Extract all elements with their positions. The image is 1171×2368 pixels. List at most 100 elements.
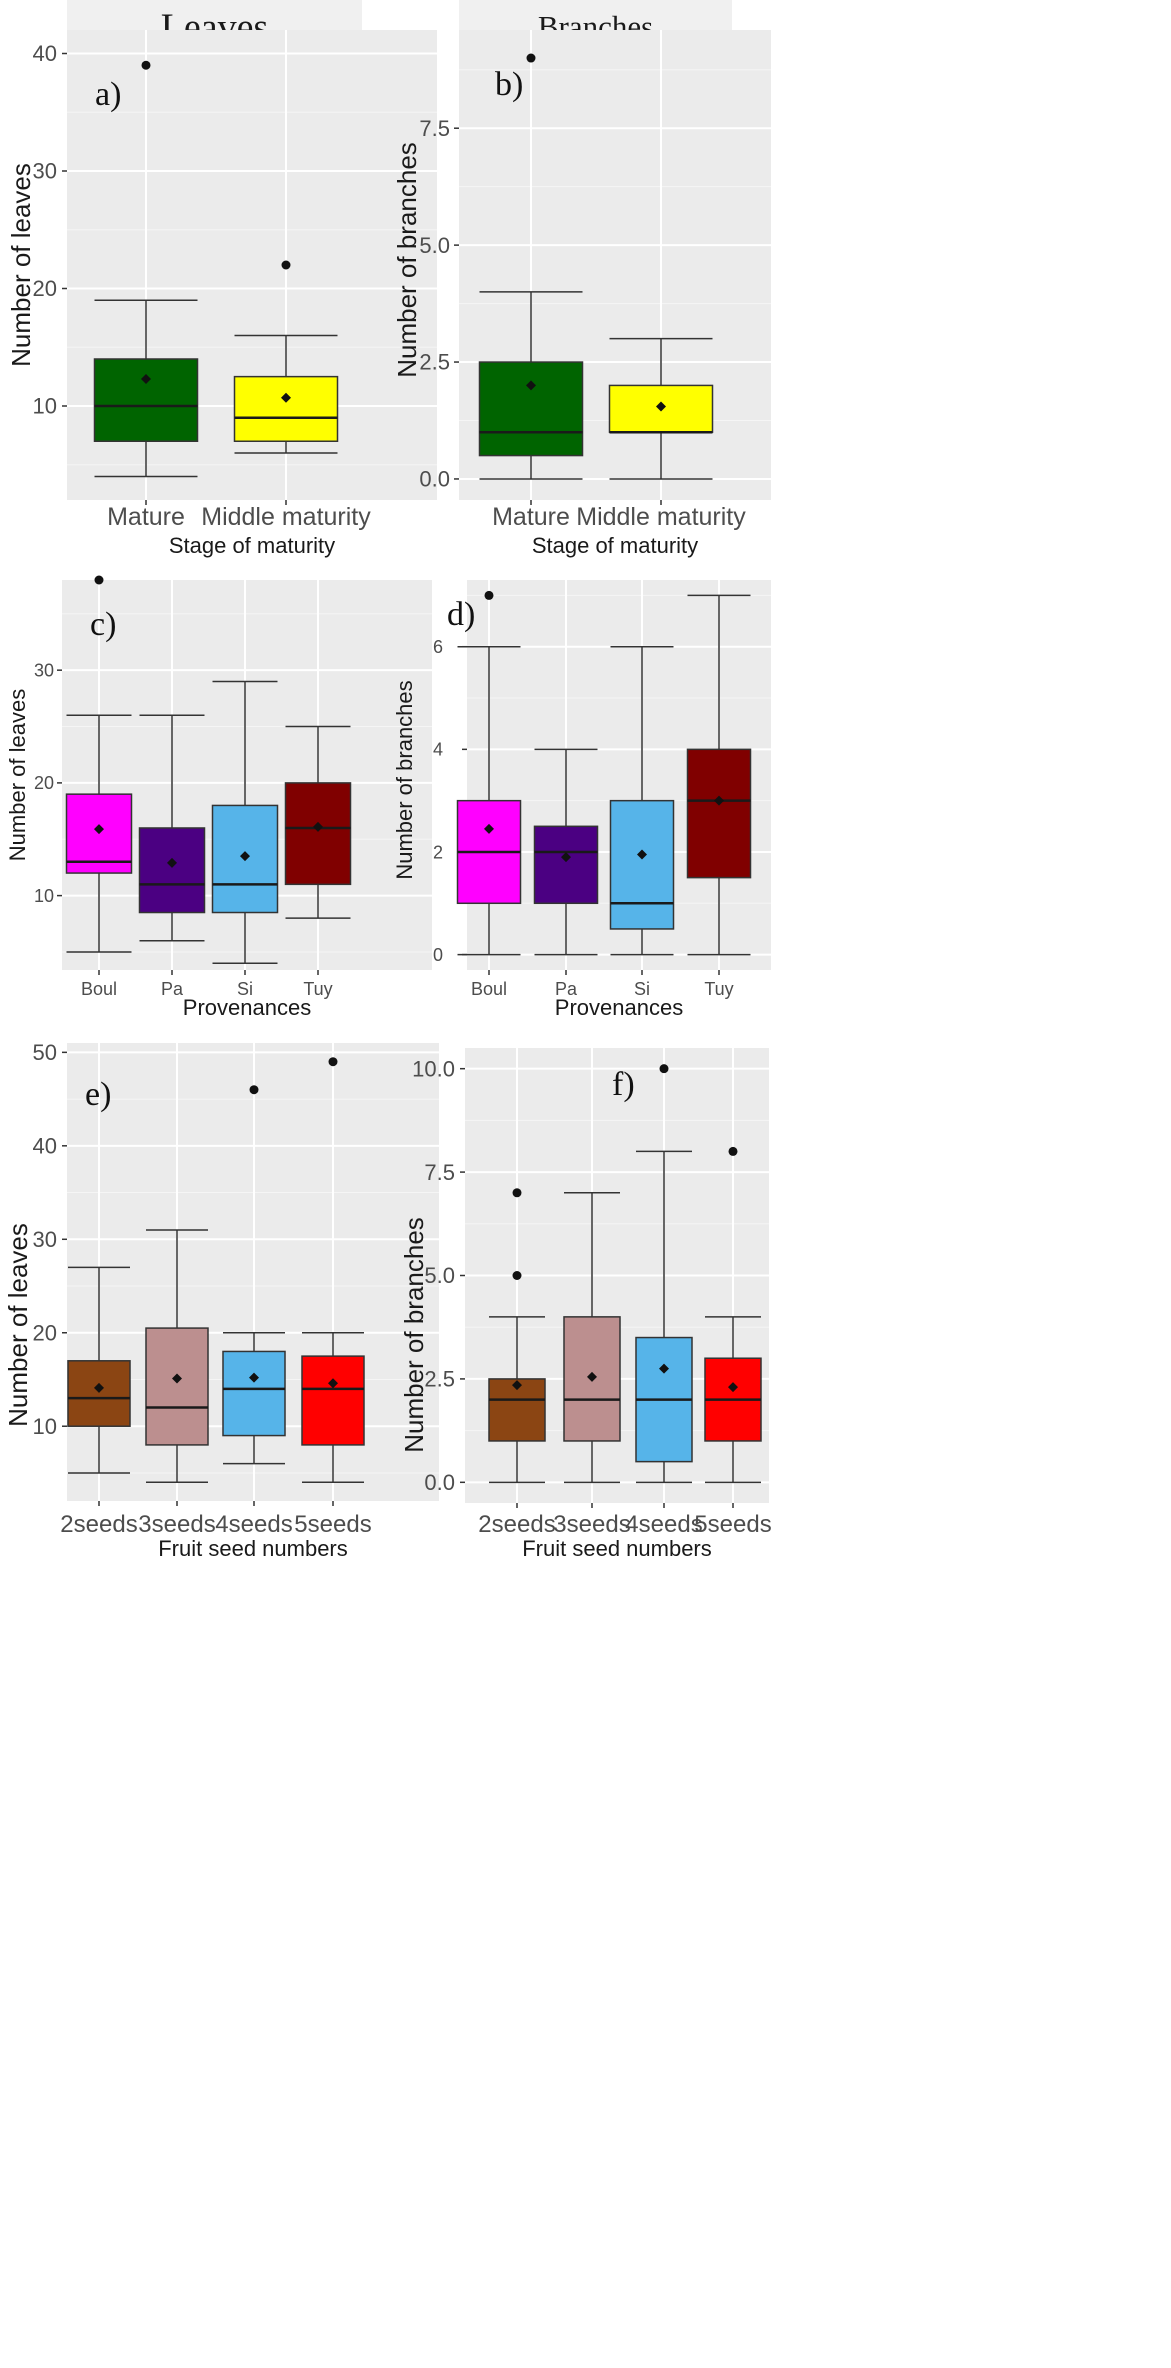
- outlier-point: [659, 1064, 669, 1074]
- y-tick-label: 0.0: [419, 467, 450, 492]
- box-si: [211, 680, 279, 964]
- box-iqr: [233, 375, 339, 442]
- box-iqr: [609, 799, 675, 930]
- y-tick-label: 30: [33, 159, 57, 184]
- x-axis-title: Fruit seed numbers: [158, 1536, 348, 1561]
- x-tick-label: 4seeds: [625, 1511, 702, 1538]
- x-tick-label: Si: [634, 979, 650, 999]
- y-tick-label: 5.0: [419, 233, 450, 258]
- x-tick-label: 3seeds: [553, 1511, 630, 1538]
- x-axis-title: Provenances: [183, 995, 311, 1020]
- mean-marker: [172, 1373, 182, 1384]
- box-boul: [456, 590, 522, 956]
- panel-label: c): [90, 606, 116, 643]
- mean-marker: [526, 380, 536, 391]
- y-tick-label: 2.5: [424, 1367, 455, 1392]
- x-tick-label: Boul: [471, 979, 507, 999]
- mean-marker: [281, 392, 291, 403]
- mean-marker: [94, 1382, 104, 1393]
- box-iqr: [533, 825, 599, 905]
- mean-marker: [587, 1371, 597, 1382]
- x-tick-label: Middle maturity: [576, 503, 746, 531]
- box-iqr: [138, 827, 206, 914]
- mean-marker: [484, 823, 494, 834]
- box-tuy: [686, 594, 752, 956]
- box-3seeds: [563, 1192, 621, 1484]
- box-5seeds: [704, 1146, 762, 1484]
- x-tick-label: 5seeds: [294, 1511, 371, 1538]
- box-si: [609, 645, 675, 956]
- y-tick-label: 10.0: [412, 1056, 455, 1081]
- box-2seeds: [488, 1188, 546, 1484]
- panel-d: 0 2 4 6 Boul Pa Si Tuy Provenances Number of bran…: [392, 580, 771, 1020]
- y-tick-label: 30: [34, 660, 54, 680]
- box-mature: [93, 60, 199, 478]
- outlier-point: [484, 590, 494, 600]
- y-tick-label: 7.5: [424, 1160, 455, 1185]
- mean-marker: [94, 824, 104, 835]
- mean-marker: [659, 1363, 669, 1374]
- box-iqr: [222, 1350, 286, 1437]
- mean-marker: [313, 821, 323, 832]
- panel-f: 0.0 2.5 5.0 7.5 10.0 2seeds3seeds4seeds5seeds…: [399, 1048, 772, 1561]
- outlier-point: [728, 1146, 738, 1156]
- y-tick-label: 10: [34, 886, 54, 906]
- y-tick-label: 6: [433, 637, 443, 657]
- outlier-point: [512, 1188, 522, 1198]
- box-tuy: [284, 725, 352, 919]
- box-iqr: [67, 1360, 131, 1427]
- box-pa: [138, 714, 206, 942]
- y-tick-label: 20: [33, 1320, 57, 1345]
- x-axis-title: Fruit seed numbers: [522, 1536, 712, 1561]
- mean-marker: [561, 852, 571, 863]
- panel-label: a): [95, 76, 121, 113]
- box-boul: [65, 575, 133, 953]
- y-tick-label: 0.0: [424, 1470, 455, 1495]
- mean-marker: [637, 849, 647, 860]
- x-tick-label: Pa: [161, 979, 184, 999]
- outlier-point: [512, 1271, 522, 1280]
- mean-marker: [512, 1380, 522, 1391]
- box-4seeds: [222, 1085, 286, 1465]
- panel-label: e): [85, 1076, 111, 1113]
- x-axis-title: Stage of maturity: [169, 533, 335, 558]
- box-iqr: [301, 1355, 365, 1446]
- y-axis-title: Number of branches: [399, 1217, 429, 1453]
- mean-marker: [728, 1382, 738, 1393]
- x-tick-label: Middle maturity: [201, 503, 371, 531]
- y-tick-label: 10: [33, 394, 57, 419]
- mean-marker: [328, 1378, 338, 1389]
- y-axis-title: Number of branches: [392, 680, 417, 879]
- y-tick-label: 40: [33, 1134, 57, 1159]
- box-middle-maturity: [233, 260, 339, 454]
- box-middle-maturity: [608, 337, 714, 480]
- y-tick-label: 50: [33, 1040, 57, 1065]
- box-iqr: [284, 782, 352, 886]
- outlier-point: [328, 1057, 338, 1067]
- x-tick-label: Boul: [81, 979, 117, 999]
- x-tick-label: Tuy: [303, 979, 332, 999]
- box-pa: [533, 748, 599, 956]
- x-tick-label: 2seeds: [60, 1511, 137, 1538]
- x-axis-title: Stage of maturity: [532, 533, 698, 558]
- outlier-point: [249, 1085, 259, 1095]
- y-axis-title: Number of leaves: [3, 1223, 33, 1427]
- x-tick-label: 3seeds: [138, 1511, 215, 1538]
- mean-marker: [167, 857, 177, 868]
- panel-label: d): [447, 596, 475, 633]
- box-5seeds: [301, 1057, 365, 1484]
- box-iqr: [686, 748, 752, 879]
- box-iqr: [93, 358, 199, 442]
- mean-marker: [240, 851, 250, 862]
- panel-e: 10 20 30 40 50 2seeds 3seeds 4seeds 5seedsFruit …: [3, 1040, 439, 1561]
- x-tick-label: Mature: [492, 503, 570, 531]
- box-2seeds: [67, 1266, 131, 1474]
- y-tick-label: 10: [33, 1414, 57, 1439]
- mean-marker: [714, 795, 724, 806]
- x-tick-label: 2seeds: [478, 1511, 555, 1538]
- y-tick-label: 30: [33, 1227, 57, 1252]
- y-tick-label: 7.5: [419, 116, 450, 141]
